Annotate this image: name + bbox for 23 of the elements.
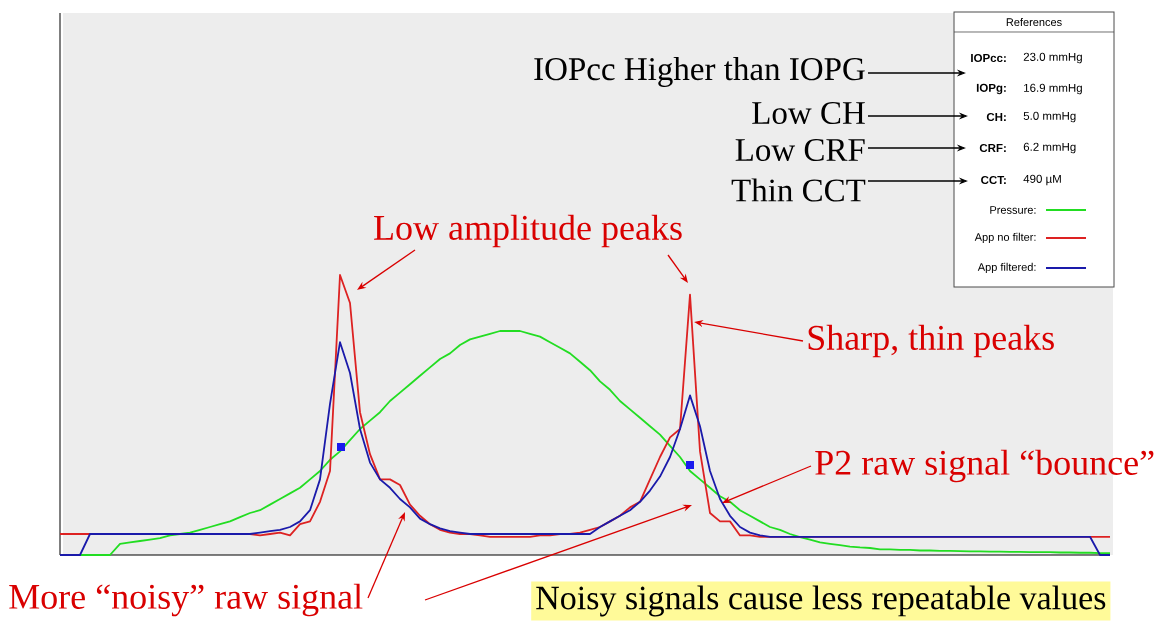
text: Noisy signals cause less repeatable values (536, 585, 1106, 617)
text: 5.0 mmHg (1023, 111, 1076, 123)
text: CH: (986, 112, 1006, 122)
legend-label: App no filter: (974, 232, 1036, 244)
text: IOPg: (976, 83, 1006, 95)
text: 490 µM (1023, 174, 1061, 186)
text: IOPcc: (971, 53, 1006, 63)
text: 23.0 mmHg (1023, 52, 1082, 64)
legend-label: Pressure: (990, 206, 1036, 214)
legend-label: App filtered: (977, 262, 1036, 274)
text: 6.2 mmHg (1023, 142, 1076, 154)
legend-title: References (1006, 17, 1062, 27)
annotation: P2 raw signal “bounce” (815, 449, 1154, 483)
text: CRF: (979, 143, 1006, 153)
text: Thin CCT (731, 178, 866, 202)
text: IOPcc Higher than IOPG (534, 56, 865, 88)
text: 16.9 mmHg (1024, 83, 1082, 95)
text: Low CH (752, 101, 865, 125)
text: Low amplitude peaks (374, 214, 682, 248)
annotation: Sharp, thin peaks (808, 324, 1054, 358)
text: Low CRF (735, 138, 865, 162)
text: CCT: (981, 175, 1006, 185)
text: More “noisy” raw signal (9, 583, 363, 617)
